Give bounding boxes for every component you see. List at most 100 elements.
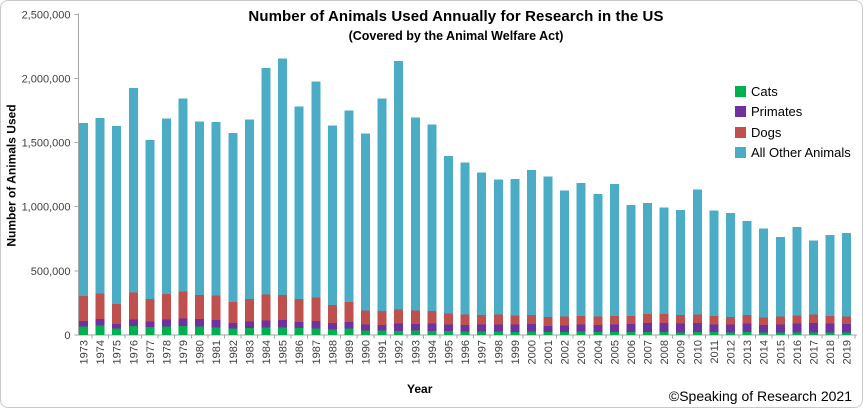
bar-segment [493,331,503,335]
bar-segment [659,332,669,335]
bar-segment [643,313,653,324]
bar-segment [128,326,138,335]
bar-segment [626,204,636,316]
bar-segment [726,324,736,333]
x-tick-label: 2007 [643,340,655,364]
chart-title: Number of Animals Used Annually for Rese… [248,8,664,25]
bar-segment [792,315,802,324]
bar-segment [510,324,520,333]
x-tick-label: 1979 [178,340,190,364]
bar-segment [244,119,254,299]
x-tick-label: 1996 [460,340,472,364]
bar-segment [95,293,105,319]
bar-segment [676,332,686,335]
x-tick-label: 1984 [261,340,273,364]
x-tick-label: 1988 [327,340,339,364]
bar-segment [593,316,603,325]
bar-segment [775,316,785,325]
bar-segment [576,316,586,325]
bar-segment [742,220,752,316]
bar-segment [211,295,221,320]
bar-segment [327,329,337,335]
legend: Cats Primates Dogs All Other Animals [735,81,851,163]
bar-segment [659,313,669,324]
x-tick-label: 1985 [278,340,290,364]
legend-label: Cats [751,83,778,99]
bar-segment [427,323,437,331]
x-tick-label: 1983 [244,340,256,364]
bar-segment [145,298,155,322]
bar-segment [427,124,437,311]
x-tick-label: 1973 [79,340,91,364]
bar-segment [692,314,702,324]
bar-segment [95,325,105,335]
bar-segment [161,326,171,335]
bar-segment [394,309,404,324]
bar-segment [742,331,752,335]
bar-segment [775,332,785,335]
bar-segment [410,117,420,311]
bar-segment [808,240,818,315]
bar-segment [244,298,254,322]
bar-segment [742,315,752,324]
bar-segment [759,332,769,335]
bar-segment [79,326,88,335]
chart-subtitle: (Covered by the Animal Welfare Act) [348,29,564,43]
bar-segment [726,332,736,335]
bar-segment [79,296,88,322]
x-tick-label: 2019 [842,340,854,364]
bar-segment [477,314,487,325]
bar-segment [526,324,536,332]
x-tick-label: 2018 [825,340,837,364]
bar-segment [128,319,138,327]
bar-segment [311,320,321,329]
bar-segment [543,325,553,333]
bar-segment [361,330,371,335]
bar-segment [560,325,570,332]
bar-segment [361,310,371,325]
bar-segment [643,332,653,335]
bar-segment [510,332,520,335]
bar-segment [145,140,155,299]
bar-segment [261,327,271,335]
bar-segment [161,319,171,327]
bar-segment [676,314,686,324]
bar-segment [294,106,304,300]
bar-segment [692,189,702,315]
x-tick-label: 1991 [377,340,389,364]
bar-segment [228,302,238,323]
bar-segment [112,323,122,329]
legend-label: Dogs [751,124,782,140]
y-tick-label: 2,500,000 [22,9,71,21]
bar-segment [410,330,420,335]
x-tick-label: 2009 [676,340,688,364]
bar-segment [593,193,603,317]
bar-segment [775,324,785,333]
y-axis-title: Number of Animals Used [4,104,19,247]
bar-segment [327,322,337,330]
x-tick-label: 1986 [294,340,306,364]
bar-segment [825,332,835,335]
bar-segment [128,88,138,293]
bar-segment [294,328,304,335]
bar-segment [161,118,171,295]
x-tick-label: 1974 [95,340,107,364]
bar-segment [510,315,520,325]
x-tick-label: 1982 [228,340,240,364]
bar-segment [228,322,238,329]
bar-segment [178,326,188,335]
bar-segment [808,322,818,333]
bar-segment [161,294,171,320]
x-tick-label: 2001 [543,340,555,364]
bar-segment [377,330,387,335]
bar-segment [709,324,719,333]
bar-segment [460,331,470,335]
legend-item-all-other-animals: All Other Animals [735,143,851,164]
bar-segment [95,318,105,326]
legend-item-primates: Primates [735,102,851,123]
bar-segment [825,234,835,316]
legend-label: Primates [751,104,803,120]
bar-segment [808,332,818,335]
bar-segment [742,323,752,332]
